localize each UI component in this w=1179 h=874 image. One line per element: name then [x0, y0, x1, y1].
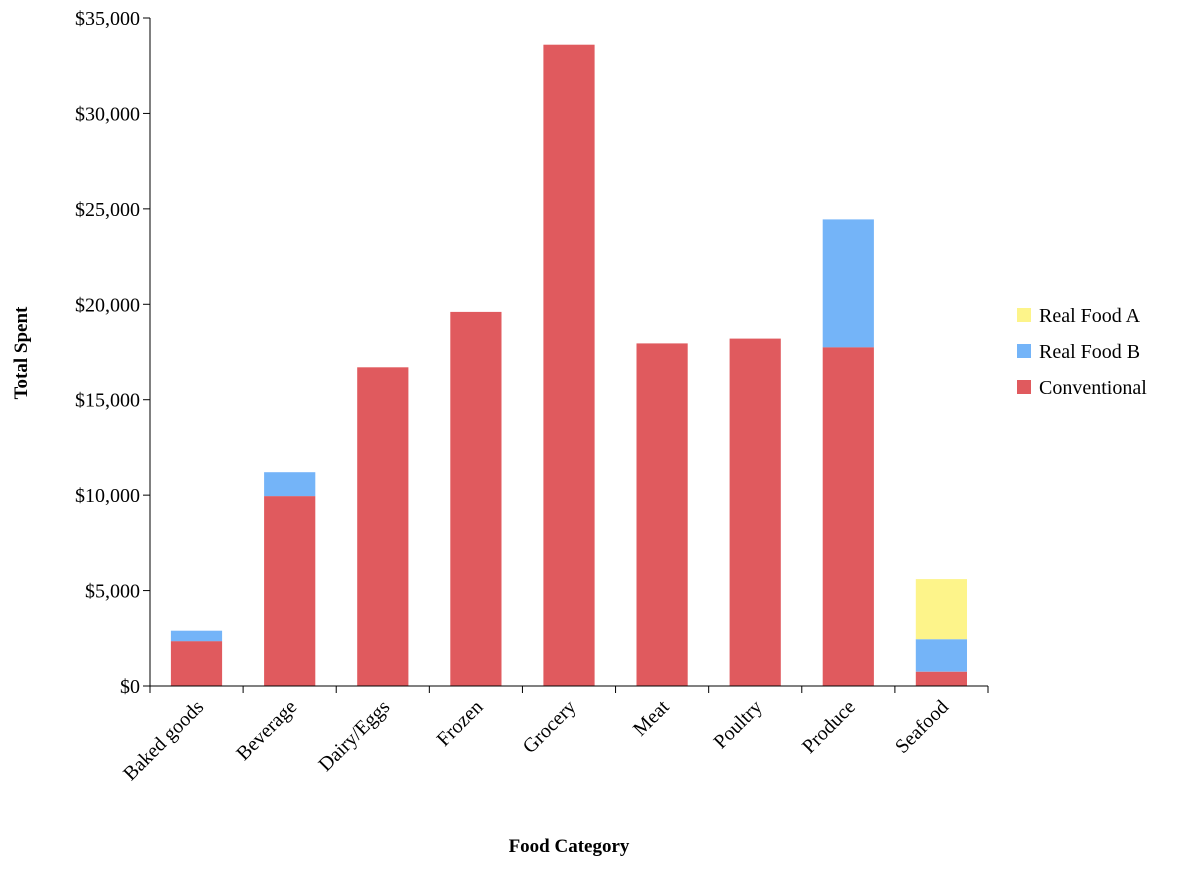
x-tick-label: Beverage [232, 696, 301, 765]
bar-conventional-poultry [729, 338, 781, 686]
legend-label: Real Food A [1039, 305, 1141, 327]
legend-swatch [1017, 308, 1031, 322]
legend: Real Food A Real Food B Conventional [1017, 305, 1147, 399]
axes-group [149, 18, 988, 687]
legend-swatch [1017, 344, 1031, 358]
y-tick-label: $15,000 [75, 390, 140, 412]
bar-conventional-beverage [264, 496, 316, 686]
bar-real-food-b-seafood [915, 639, 967, 672]
y-tick-label: $10,000 [75, 485, 140, 507]
x-ticks-group: Baked goods Beverage Dairy/Eggs Frozen Groce… [119, 686, 989, 785]
x-tick-label: Dairy/Eggs [314, 696, 394, 776]
x-tick-label: Frozen [433, 696, 488, 751]
bar-real-food-b-produce [822, 219, 874, 348]
legend-label: Conventional [1039, 377, 1147, 399]
bars-group [170, 44, 967, 686]
bar-conventional-grocery [543, 44, 595, 686]
bar-conventional-meat [636, 343, 688, 686]
x-tick-label: Meat [629, 696, 674, 741]
y-tick-label: $5,000 [85, 581, 140, 603]
bar-conventional-frozen [450, 311, 502, 686]
bar-conventional-seafood [915, 671, 967, 686]
legend-swatch [1017, 380, 1031, 394]
legend-label: Real Food B [1039, 341, 1140, 363]
x-tick-label: Seafood [891, 696, 953, 758]
y-tick-label: $25,000 [75, 199, 140, 221]
x-tick-label: Poultry [710, 696, 767, 753]
bar-real-food-b-beverage [264, 472, 316, 497]
x-tick-label: Grocery [519, 696, 581, 758]
y-tick-label: $35,000 [75, 8, 140, 30]
bar-real-food-a-seafood [915, 579, 967, 640]
x-tick-label: Produce [798, 696, 860, 758]
bar-conventional-produce [822, 347, 874, 686]
bar-conventional-dairy-eggs [357, 367, 409, 686]
y-ticks-group: $0 $5,000 $10,000 $15,000 $20,000 $25,000 $30,… [75, 8, 150, 698]
bar-conventional-baked-goods [170, 641, 223, 686]
y-tick-label: $0 [120, 676, 140, 698]
x-tick-label: Baked goods [119, 696, 208, 785]
x-axis-title: Food Category [509, 836, 630, 857]
y-tick-label: $30,000 [75, 103, 140, 125]
y-tick-label: $20,000 [75, 294, 140, 316]
bar-real-food-b-baked-goods [170, 630, 223, 642]
y-axis-title: Total Spent [11, 306, 32, 399]
